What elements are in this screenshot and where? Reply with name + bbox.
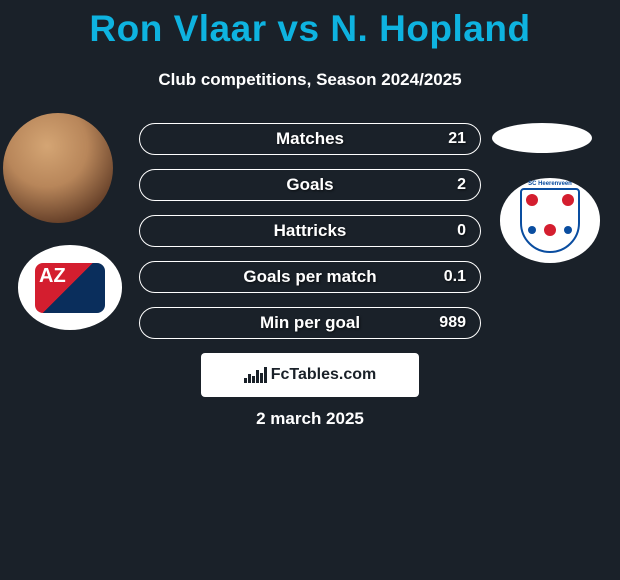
stat-value: 2 [457,176,466,194]
club-left-badge [18,245,122,330]
player-left-avatar [3,113,113,223]
bar-chart-icon [244,367,267,383]
heerenveen-logo-icon [520,188,580,253]
stat-row: Hattricks 0 [139,215,481,247]
stat-row: Goals 2 [139,169,481,201]
club-right-badge [500,178,600,263]
stat-value: 21 [448,130,466,148]
stat-label: Hattricks [274,221,347,241]
stats-bars: Matches 21 Goals 2 Hattricks 0 Goals per… [139,123,481,353]
stat-row: Matches 21 [139,123,481,155]
watermark-text: FcTables.com [271,366,377,384]
stat-row: Min per goal 989 [139,307,481,339]
stat-label: Goals per match [243,267,376,287]
stat-label: Matches [276,129,344,149]
stat-value: 0.1 [444,268,466,286]
watermark: FcTables.com [201,353,419,397]
stat-label: Goals [286,175,333,195]
comparison-title: Ron Vlaar vs N. Hopland [0,0,620,50]
az-logo-icon [35,263,105,313]
stat-value: 0 [457,222,466,240]
comparison-date: 2 march 2025 [0,409,620,429]
stat-label: Min per goal [260,313,360,333]
comparison-subtitle: Club competitions, Season 2024/2025 [0,70,620,90]
player-right-avatar [492,123,592,153]
stat-value: 989 [439,314,466,332]
stat-row: Goals per match 0.1 [139,261,481,293]
